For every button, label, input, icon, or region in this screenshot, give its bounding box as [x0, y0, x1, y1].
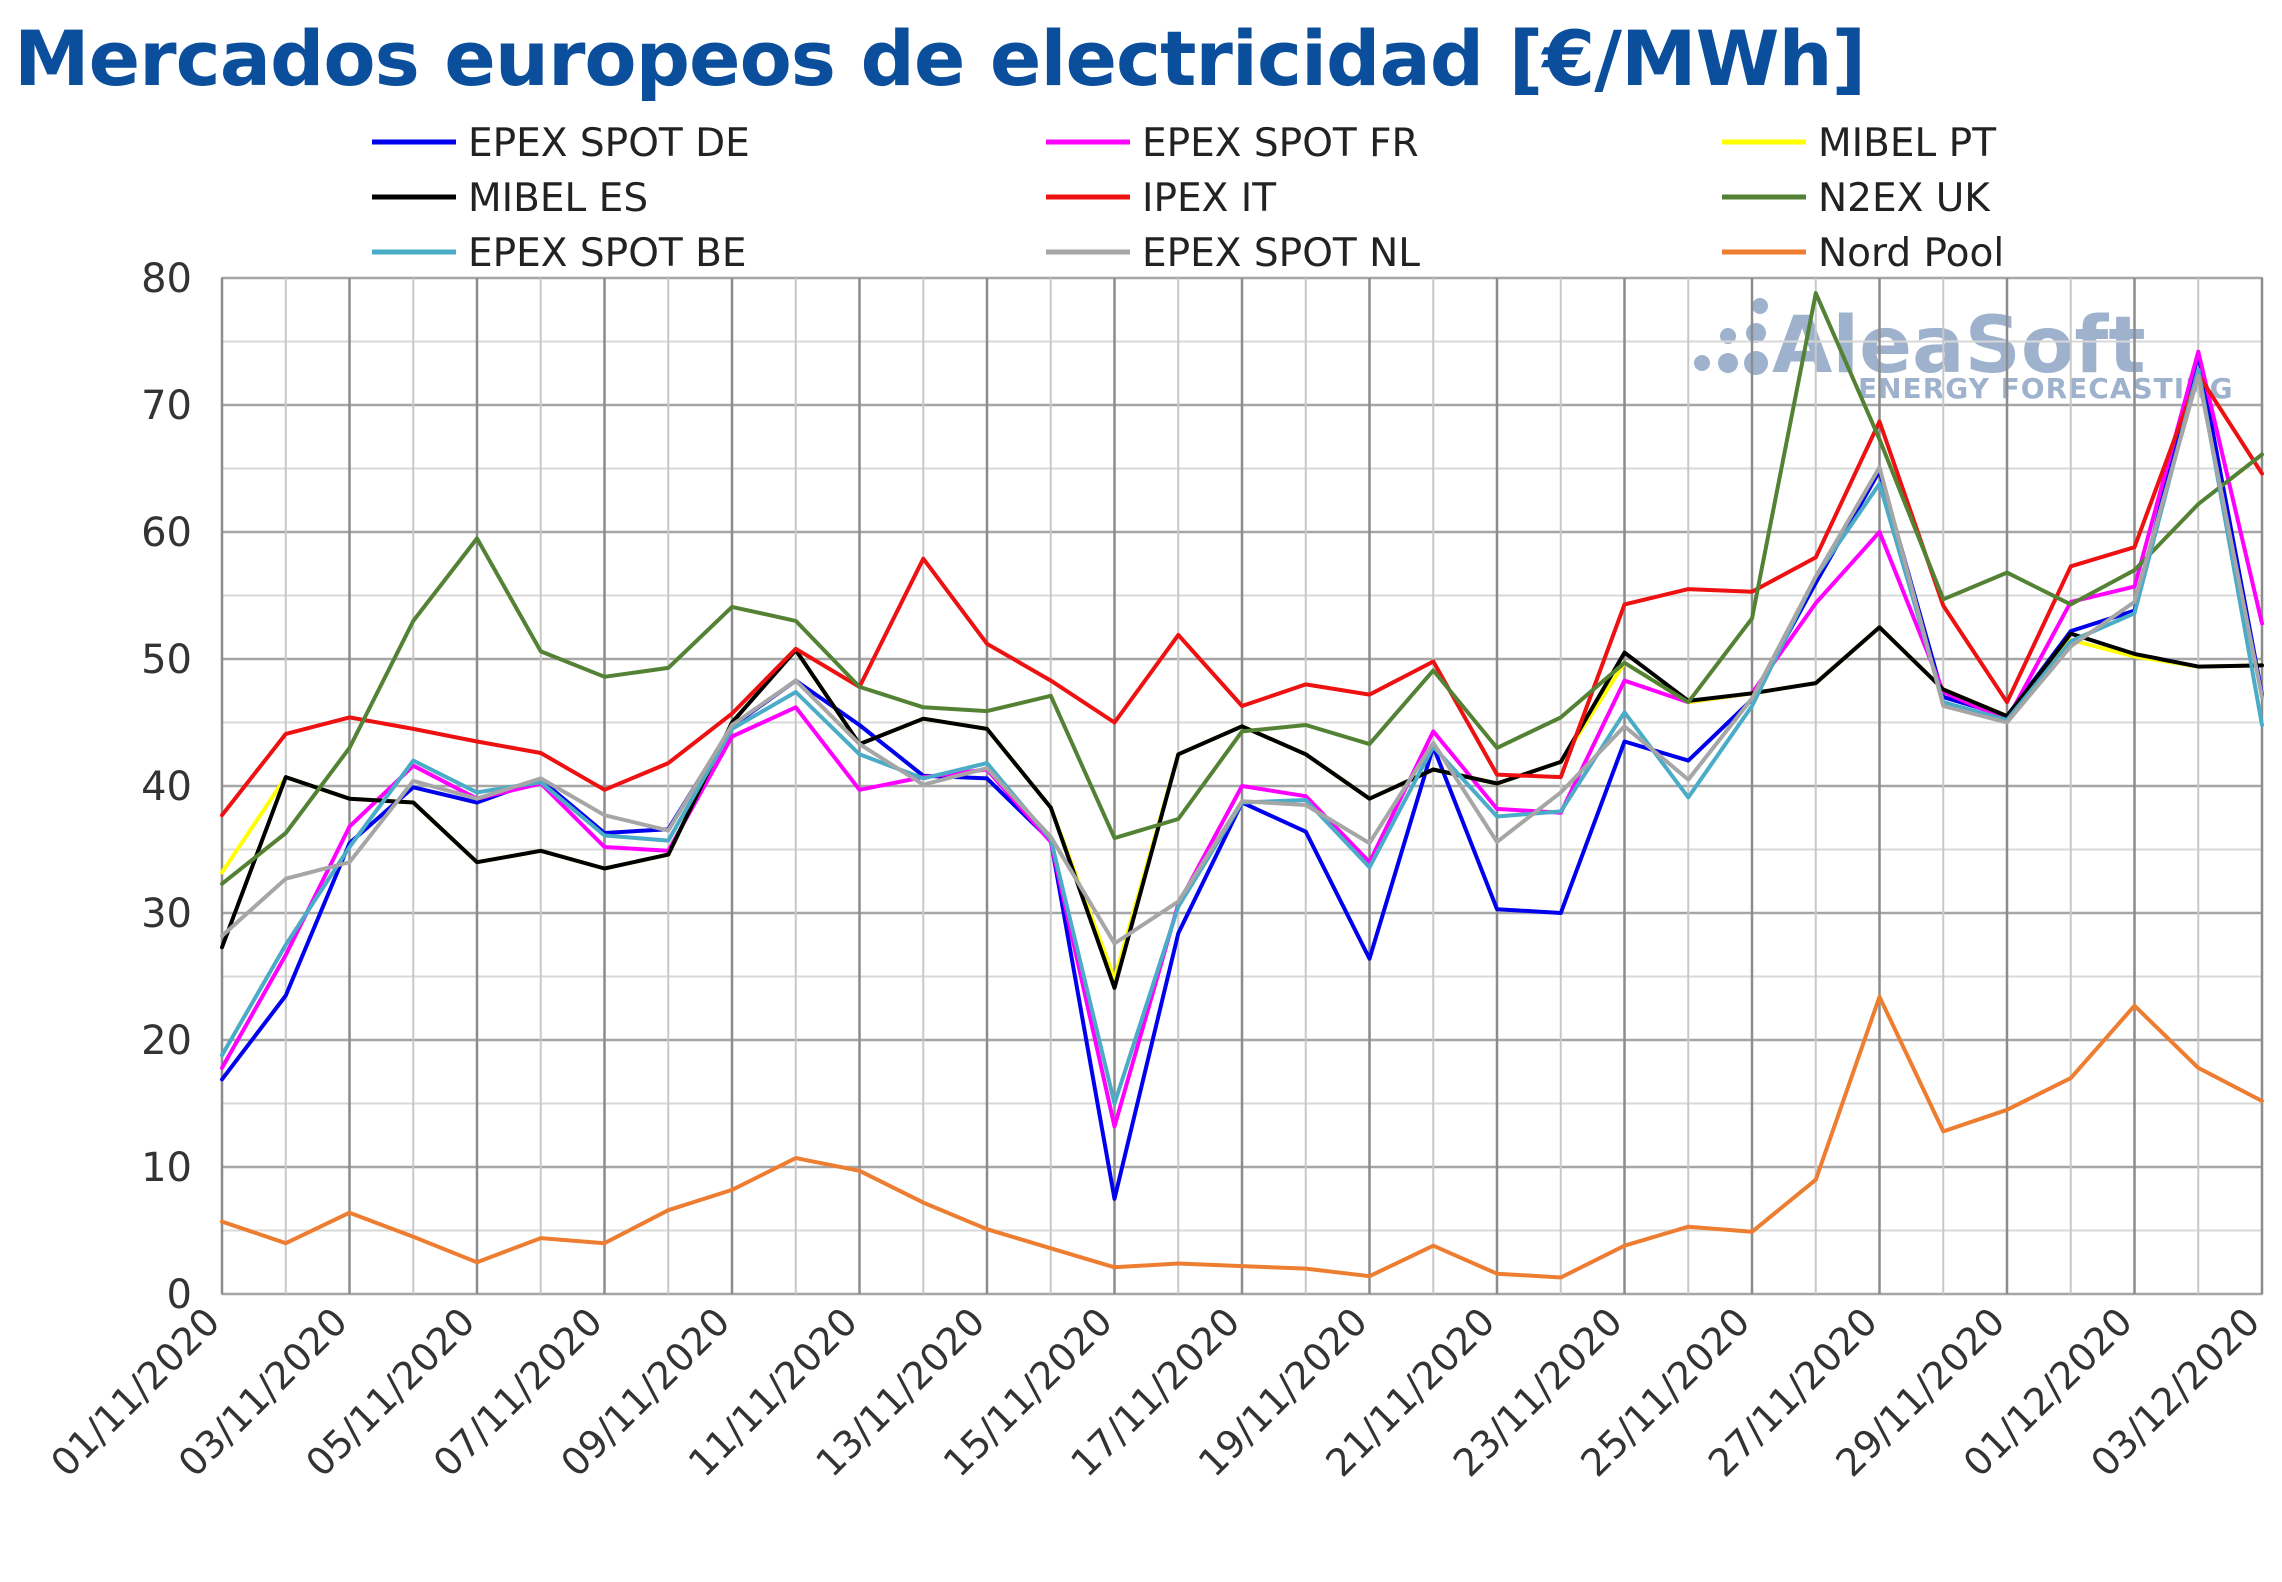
- y-tick-label: 70: [141, 383, 192, 429]
- logo-tagline: ENERGY FORECASTING: [1858, 372, 2234, 405]
- series-line-mibel-es: [220, 625, 2264, 990]
- y-tick-label: 30: [141, 891, 192, 937]
- series-line-nord-pool: [220, 994, 2264, 1280]
- logo-dots-icon: [1694, 298, 1768, 375]
- y-tick-label: 60: [141, 510, 192, 556]
- legend-label-ipex-it: IPEX IT: [1142, 176, 1276, 221]
- y-tick-label: 40: [141, 764, 192, 810]
- y-tick-label: 10: [141, 1145, 192, 1191]
- x-axis-ticks: 01/11/202003/11/202005/11/202007/11/2020…: [42, 1299, 2268, 1485]
- y-tick-label: 0: [167, 1272, 192, 1318]
- chart-title: Mercados europeos de electricidad [€/MWh…: [14, 14, 1866, 103]
- y-tick-label: 50: [141, 637, 192, 683]
- series-line-epex-spot-fr: [220, 349, 2264, 1129]
- y-tick-label: 80: [141, 256, 192, 302]
- legend-label-epex-spot-be: EPEX SPOT BE: [468, 231, 747, 276]
- series-line-n2ex-uk: [220, 291, 2264, 886]
- legend: EPEX SPOT DE EPEX SPOT FR MIBEL PT MIBEL ES…: [372, 121, 2004, 276]
- legend-label-n2ex-uk: N2EX UK: [1818, 176, 1991, 221]
- legend-label-mibel-es: MIBEL ES: [468, 176, 648, 221]
- series-lines: [220, 291, 2264, 1280]
- y-tick-label: 20: [141, 1018, 192, 1064]
- grid: [220, 276, 2264, 1296]
- legend-label-epex-spot-de: EPEX SPOT DE: [468, 121, 750, 166]
- legend-label-nord-pool: Nord Pool: [1818, 231, 2004, 276]
- logo-name: AleaSoft: [1772, 301, 2146, 391]
- aleasoft-logo: AleaSoft ENERGY FORECASTING: [1694, 298, 2234, 405]
- legend-label-mibel-pt: MIBEL PT: [1818, 121, 1996, 166]
- series-line-epex-spot-nl: [220, 373, 2264, 946]
- legend-label-epex-spot-nl: EPEX SPOT NL: [1142, 231, 1420, 276]
- y-axis-ticks: 0 10 20 30 40 50 60 70 80: [141, 256, 192, 1318]
- legend-label-epex-spot-fr: EPEX SPOT FR: [1142, 121, 1419, 166]
